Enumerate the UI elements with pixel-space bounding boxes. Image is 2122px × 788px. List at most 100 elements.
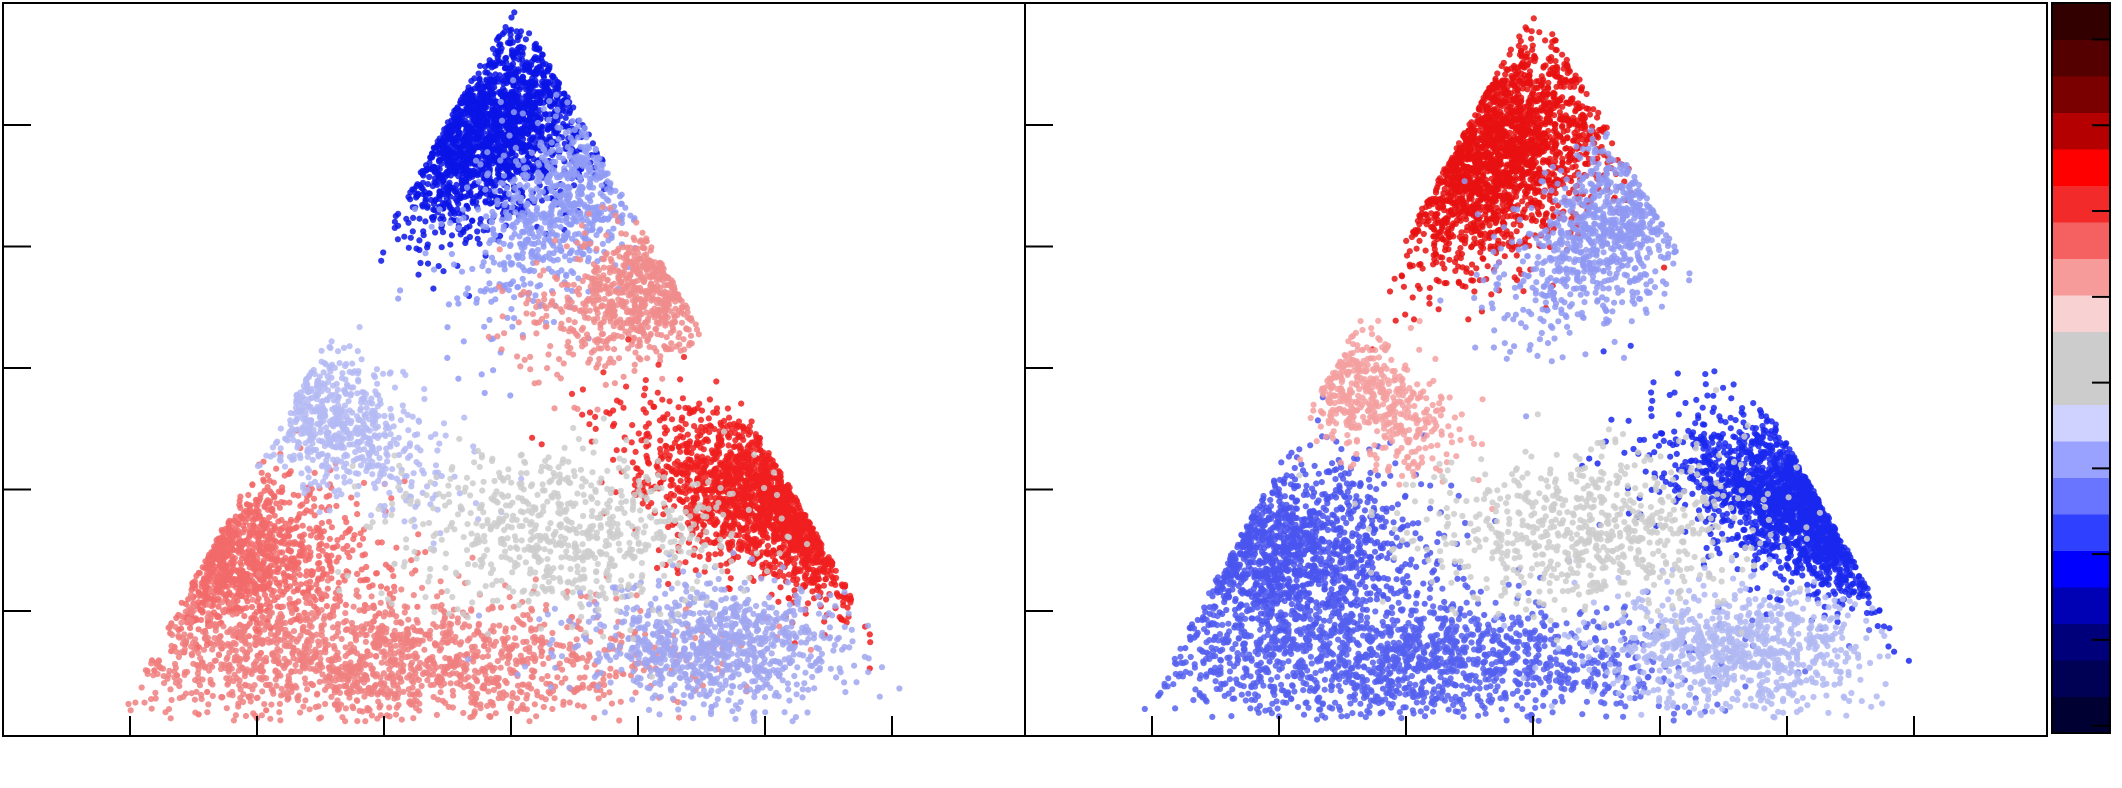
data-point — [523, 86, 530, 93]
data-point — [573, 162, 580, 170]
data-point — [519, 110, 526, 117]
data-point — [697, 416, 705, 423]
data-point — [553, 91, 560, 98]
data-point — [630, 266, 637, 273]
data-point — [663, 427, 671, 434]
data-point — [504, 161, 511, 168]
data-point — [739, 496, 746, 503]
data-point — [748, 418, 755, 425]
data-point — [607, 181, 614, 188]
data-point — [629, 260, 636, 267]
data-point — [486, 316, 493, 323]
data-point — [541, 156, 548, 163]
data-point — [583, 331, 591, 338]
data-point — [497, 88, 504, 95]
data-point — [380, 249, 387, 256]
data-point — [616, 253, 623, 260]
data-point — [417, 259, 424, 267]
data-point — [391, 218, 398, 225]
data-point — [809, 526, 816, 533]
data-point — [657, 299, 664, 306]
data-point — [841, 583, 849, 590]
data-point — [632, 349, 639, 356]
data-point — [523, 202, 530, 209]
data-point — [586, 183, 593, 190]
data-point — [627, 290, 634, 297]
data-point — [498, 117, 506, 124]
data-point — [730, 500, 737, 507]
data-point — [620, 262, 627, 269]
data-point — [466, 223, 473, 230]
data-point — [611, 380, 619, 387]
data-point — [464, 285, 471, 292]
data-point — [356, 542, 363, 549]
data-point — [651, 311, 659, 318]
data-point — [578, 307, 585, 314]
data-point — [763, 491, 771, 498]
data-point — [483, 213, 490, 220]
data-point — [636, 327, 643, 334]
data-point — [786, 556, 794, 564]
data-point — [534, 204, 541, 211]
data-point — [651, 284, 658, 291]
data-point — [577, 177, 584, 184]
data-point — [817, 549, 825, 556]
data-point — [555, 216, 562, 223]
data-point — [653, 325, 660, 333]
data-point — [506, 39, 513, 47]
data-point — [457, 99, 464, 106]
data-point — [552, 113, 560, 120]
data-point — [528, 240, 535, 247]
data-point — [570, 270, 577, 277]
data-point — [496, 238, 503, 245]
data-point — [481, 288, 488, 295]
data-point — [582, 130, 589, 137]
data-point — [684, 431, 691, 438]
data-point — [596, 277, 603, 284]
data-point — [795, 534, 802, 541]
data-point — [499, 313, 506, 320]
data-point — [704, 438, 712, 445]
data-point — [433, 196, 440, 203]
data-point — [506, 132, 513, 139]
data-point — [713, 378, 720, 385]
data-point — [832, 581, 839, 589]
data-point — [541, 296, 548, 303]
data-point — [535, 228, 543, 235]
data-point — [488, 287, 495, 294]
data-point — [528, 149, 536, 156]
data-point — [569, 117, 576, 125]
data-point — [623, 383, 630, 390]
data-point — [758, 459, 766, 466]
data-point — [684, 309, 691, 316]
data-point — [540, 105, 547, 112]
data-point — [586, 421, 593, 428]
data-point — [564, 282, 572, 289]
data-point — [584, 143, 591, 150]
data-point — [514, 46, 521, 53]
data-point — [492, 182, 499, 189]
data-point — [566, 257, 573, 264]
data-point — [440, 268, 447, 275]
data-point — [426, 173, 433, 181]
data-point — [645, 265, 652, 272]
data-point — [590, 347, 598, 354]
data-point — [482, 199, 489, 206]
data-point — [430, 206, 437, 213]
data-point — [509, 204, 516, 211]
data-point — [551, 237, 559, 244]
data-point — [764, 542, 772, 550]
data-point — [464, 123, 472, 130]
data-point — [636, 287, 644, 294]
data-point — [677, 376, 684, 383]
data-point — [582, 163, 589, 170]
data-point — [733, 512, 740, 519]
data-point — [684, 519, 692, 527]
data-point — [705, 487, 712, 494]
data-point — [584, 194, 591, 201]
data-point — [610, 359, 617, 366]
data-point — [528, 187, 535, 194]
data-point — [520, 288, 527, 295]
data-point — [602, 381, 609, 388]
data-point — [517, 77, 524, 84]
